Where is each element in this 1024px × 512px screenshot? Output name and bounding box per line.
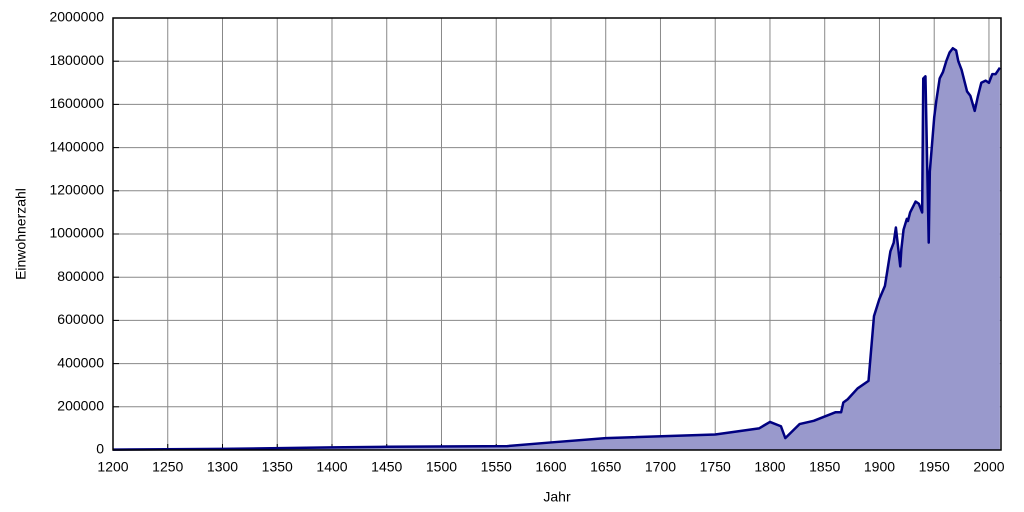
x-tick-label: 1950 [919, 459, 950, 475]
x-tick-label: 1500 [426, 459, 457, 475]
y-tick-label: 1000000 [49, 225, 104, 241]
x-tick-label: 1300 [207, 459, 238, 475]
y-tick-label: 400000 [57, 354, 104, 370]
x-axis-label: Jahr [543, 489, 571, 505]
plot-frame [112, 17, 1002, 451]
x-tick-label: 1350 [262, 459, 293, 475]
y-tick-label: 2000000 [49, 9, 104, 25]
y-tick-label: 200000 [57, 398, 104, 414]
line [112, 46, 1001, 451]
x-tick-label: 1800 [754, 459, 785, 475]
x-tick-label: 1750 [700, 459, 731, 475]
x-tick-label: 1450 [371, 459, 402, 475]
y-tick-label: 600000 [57, 311, 104, 327]
x-tick-label: 1600 [535, 459, 566, 475]
x-tick-label: 1200 [97, 459, 128, 475]
y-tick-label: 1200000 [49, 182, 104, 198]
x-tick-label: 1400 [316, 459, 347, 475]
x-tick-label: 1650 [590, 459, 621, 475]
x-tick-label: 2000 [973, 459, 1004, 475]
y-tick-label: 1400000 [49, 138, 104, 154]
x-tick-label: 1900 [864, 459, 895, 475]
area [113, 48, 1000, 451]
y-tick-label: 0 [96, 441, 104, 457]
y-tick-label: 1800000 [49, 52, 104, 68]
x-tick-label: 1550 [481, 459, 512, 475]
y-axis-label: Einwohnerzahl [13, 188, 29, 280]
y-tick-label: 800000 [57, 268, 104, 284]
x-tick-label: 1700 [645, 459, 676, 475]
x-tick-label: 1850 [809, 459, 840, 475]
x-tick-label: 1250 [152, 459, 183, 475]
y-tick-label: 1600000 [49, 95, 104, 111]
